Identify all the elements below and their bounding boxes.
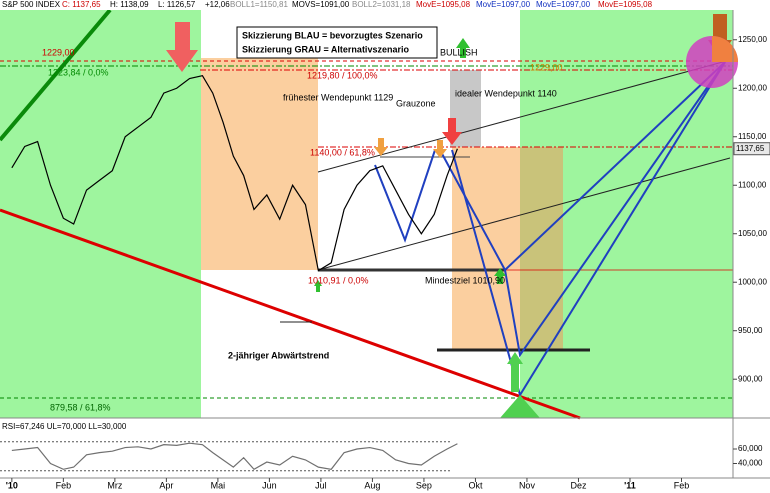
zone [0, 10, 201, 418]
price-line [11, 74, 458, 272]
x-tick-label: Jun [262, 480, 277, 490]
y-tick-label: 1050,00 [738, 229, 767, 238]
annotation: frühester Wendepunkt 1129 [283, 92, 393, 102]
target-circle [712, 36, 738, 62]
annotation: Mindestziel 1010,90 [425, 275, 505, 285]
annotation: 2-jähriger Abwärtstrend [228, 350, 329, 360]
annotation: 1219,80 / 100,0% [307, 70, 378, 80]
arrow [442, 118, 462, 145]
trend-line [0, 208, 581, 420]
x-tick-label: Feb [674, 480, 690, 490]
annotation: 879,58 / 61,8% [50, 402, 111, 412]
y-tick-label: 1100,00 [738, 180, 767, 189]
arrow [713, 14, 727, 42]
arrow [494, 268, 506, 284]
y-tick-label: 900,00 [738, 374, 763, 383]
header-item: C: 1137,65 [62, 0, 101, 9]
arrow [507, 352, 523, 392]
x-tick-label: Mrz [107, 480, 122, 490]
trend-line [0, 8, 112, 142]
last-price-box [733, 142, 770, 156]
arrow [314, 280, 322, 292]
annotation: Skizzierung GRAU = Alternativszenario [242, 44, 409, 54]
header-item: L: 1126,57 [158, 0, 196, 9]
header-item: MOVS=1091,00 [292, 0, 350, 9]
arrow [374, 138, 388, 156]
annotation: idealer Wendepunkt 1140 [455, 88, 557, 98]
annotation: 1229,00 [530, 62, 563, 72]
annotation: 1140,00 / 61,8% [310, 147, 375, 157]
annotation: 1223,84 / 0,0% [48, 67, 109, 77]
rsi-title: RSI=67,246 UL=70,000 LL=30,000 [2, 422, 127, 431]
x-tick-label: Okt [468, 480, 483, 490]
header-item: MovE=1095,08 [416, 0, 471, 9]
zone [452, 147, 520, 350]
annotation: Grauzone [396, 98, 436, 108]
y-tick-label: 1000,00 [738, 277, 767, 286]
notes-box [236, 26, 438, 59]
header-item: +12,06 [205, 0, 230, 9]
header-item: BOLL1=1150,81 [230, 0, 288, 9]
annotation: Skizzierung BLAU = bevorzugtes Szenario [242, 30, 423, 40]
x-tick-label: '11 [624, 480, 636, 490]
scenario-line [504, 61, 726, 271]
y-tick-label: 1200,00 [738, 83, 767, 92]
zone [201, 58, 318, 270]
scenario-line [439, 61, 726, 358]
x-tick-label: Mai [211, 480, 226, 490]
x-tick-label: Dez [570, 480, 587, 490]
y-tick-label: 950,00 [738, 326, 763, 335]
x-tick-label: '10 [6, 480, 18, 490]
arrow [500, 395, 540, 418]
annotation: 1229,00 [42, 47, 75, 57]
channel-line [317, 157, 731, 271]
x-tick-label: Feb [56, 480, 72, 490]
x-tick-label: Jul [315, 480, 327, 490]
scenario-line [374, 149, 436, 243]
channel-line [317, 59, 731, 173]
y-tick-label: 1150,00 [738, 132, 767, 141]
arrow [166, 22, 198, 72]
header-item: H: 1138,09 [110, 0, 149, 9]
header-item: MovE=1097,00 [476, 0, 531, 9]
arrow [433, 140, 447, 158]
header-bar [0, 0, 770, 10]
x-tick-label: Aug [364, 480, 380, 490]
x-tick-label: Apr [159, 480, 173, 490]
x-tick-label: Sep [416, 480, 432, 490]
header-item: BOLL2=1031,18 [352, 0, 411, 9]
x-tick-label: Nov [519, 480, 536, 490]
header-item: MovE=1095,08 [598, 0, 653, 9]
header-item: S&P 500 INDEX [2, 0, 61, 9]
header-item: MovE=1097,00 [536, 0, 591, 9]
price-line [11, 442, 458, 471]
annotation: BULLISH [440, 47, 478, 57]
arrow [456, 38, 470, 58]
y-tick-label: 1250,00 [738, 35, 767, 44]
y-tick-label: 60,000 [738, 444, 763, 453]
annotation: 1010,91 / 0,0% [308, 275, 369, 285]
last-price-label: 1137,65 [736, 144, 765, 153]
y-tick-label: 40,000 [738, 459, 763, 468]
